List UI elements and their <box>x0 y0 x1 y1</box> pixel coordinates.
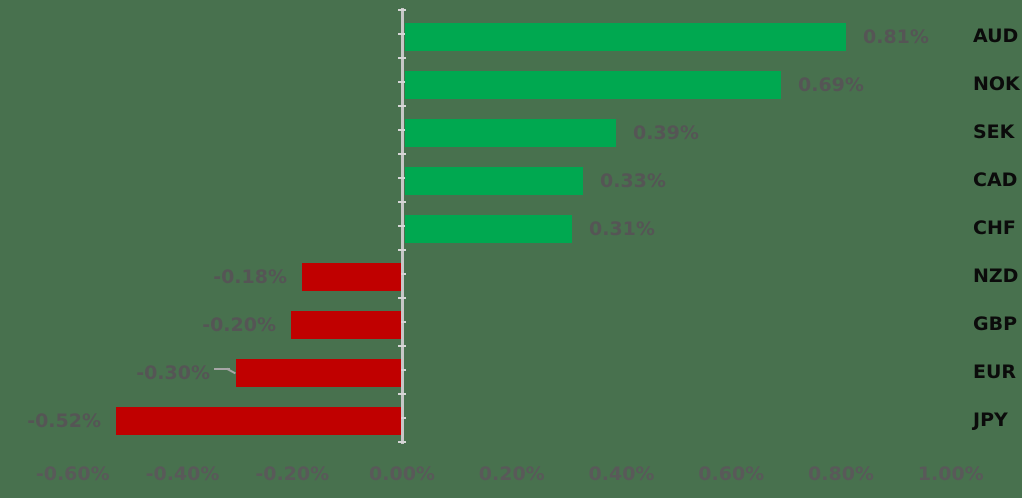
value-label-cad: 0.33% <box>600 170 666 192</box>
category-label-cad: CAD <box>973 169 1018 191</box>
axis-minor-tick <box>398 417 406 419</box>
category-label-jpy: JPY <box>973 409 1008 431</box>
bar-chf <box>405 215 572 243</box>
value-label-nok: 0.69% <box>798 74 864 96</box>
leader-line-horizontal <box>214 368 230 370</box>
value-label-nzd: -0.18% <box>213 266 287 288</box>
axis-minor-tick <box>398 345 406 347</box>
x-tick-label-3: 0.00% <box>369 463 435 485</box>
axis-minor-tick <box>398 441 406 443</box>
axis-minor-tick <box>398 321 406 323</box>
axis-minor-tick <box>398 57 406 59</box>
axis-minor-tick <box>398 249 406 251</box>
category-label-gbp: GBP <box>973 313 1018 335</box>
x-tick-label-0: -0.60% <box>35 463 110 485</box>
axis-minor-tick <box>398 129 406 131</box>
axis-minor-tick <box>398 153 406 155</box>
axis-minor-tick <box>398 297 406 299</box>
x-tick-label-4: 0.20% <box>478 463 545 485</box>
bar-jpy <box>116 407 401 435</box>
bar-aud <box>405 23 846 51</box>
x-tick-label-6: 0.60% <box>698 463 765 485</box>
value-label-sek: 0.39% <box>633 122 699 144</box>
category-label-sek: SEK <box>973 121 1015 143</box>
axis-minor-tick <box>398 105 406 107</box>
axis-minor-tick <box>398 33 406 35</box>
value-label-eur: -0.30% <box>136 362 210 384</box>
x-tick-label-8: 1.00% <box>917 463 984 485</box>
bar-sek <box>405 119 616 147</box>
axis-minor-tick <box>398 177 406 179</box>
bar-nzd <box>302 263 401 291</box>
x-tick-label-2: -0.20% <box>255 463 330 485</box>
category-label-nok: NOK <box>973 73 1020 95</box>
category-label-nzd: NZD <box>973 265 1019 287</box>
value-label-jpy: -0.52% <box>27 410 101 432</box>
category-label-aud: AUD <box>973 25 1019 47</box>
x-tick-label-7: 0.80% <box>808 463 874 485</box>
value-label-chf: 0.31% <box>589 218 655 240</box>
axis-minor-tick <box>398 225 406 227</box>
bar-cad <box>405 167 583 195</box>
axis-minor-tick <box>398 81 406 83</box>
axis-minor-tick <box>398 393 406 395</box>
bar-nok <box>405 71 781 99</box>
x-tick-label-1: -0.40% <box>145 463 220 485</box>
value-label-aud: 0.81% <box>863 26 929 48</box>
category-label-chf: CHF <box>973 217 1016 239</box>
axis-minor-tick <box>398 201 406 203</box>
x-tick-label-5: 0.40% <box>588 463 655 485</box>
bar-gbp <box>291 311 401 339</box>
leader-line-elbow <box>226 367 236 375</box>
axis-minor-tick <box>398 273 406 275</box>
bar-eur <box>236 359 401 387</box>
category-label-eur: EUR <box>973 361 1017 383</box>
axis-minor-tick <box>398 9 406 11</box>
value-label-gbp: -0.20% <box>202 314 276 336</box>
axis-minor-tick <box>398 369 406 371</box>
